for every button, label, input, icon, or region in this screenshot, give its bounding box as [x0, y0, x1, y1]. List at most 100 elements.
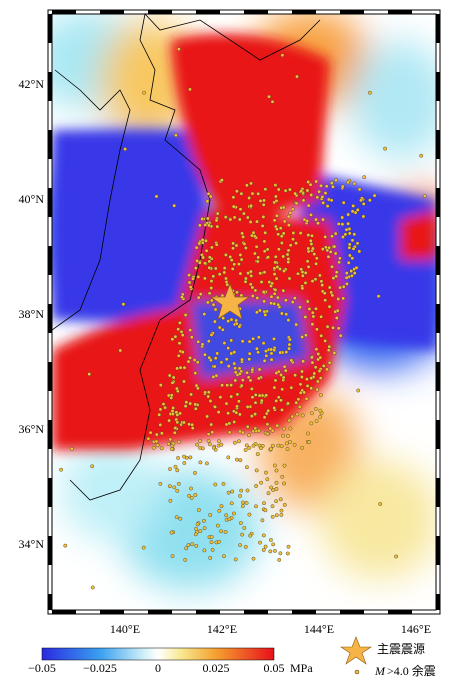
aftershock-dot — [422, 194, 427, 198]
aftershock-dot — [215, 211, 220, 216]
aftershock-dot — [201, 255, 206, 260]
aftershock-dot — [286, 256, 291, 261]
aftershock-dot — [280, 407, 284, 412]
aftershock-dot — [269, 351, 274, 356]
aftershock-dot — [170, 337, 175, 342]
aftershock-dot — [243, 279, 248, 284]
aftershock-dot — [274, 513, 279, 518]
aftershock-dot — [308, 238, 313, 243]
aftershock-dot — [159, 431, 164, 436]
aftershock-dot — [300, 369, 304, 374]
aftershock-dot — [357, 249, 362, 254]
colorbar — [41, 647, 275, 661]
aftershock-dot — [244, 183, 249, 188]
aftershock-dot — [222, 266, 227, 270]
aftershock-dot — [280, 53, 285, 58]
aftershock-dot — [230, 266, 235, 271]
aftershock-dot — [180, 333, 185, 337]
aftershock-dot — [90, 464, 95, 469]
aftershock-dot — [314, 419, 319, 423]
aftershock-dot — [262, 299, 266, 304]
frame-check — [388, 610, 412, 614]
aftershock-dot — [177, 439, 181, 444]
aftershock-dot — [261, 341, 266, 346]
aftershock-dot — [266, 255, 270, 260]
aftershock-dot — [59, 467, 63, 472]
aftershock-dot — [270, 443, 275, 448]
aftershock-dot — [239, 383, 244, 388]
aftershock-dot — [223, 215, 228, 220]
aftershock-dot — [220, 383, 225, 388]
aftershock-dot — [310, 279, 315, 283]
aftershock-dot — [207, 442, 212, 447]
aftershock-dot — [186, 359, 191, 364]
aftershock-dot — [250, 367, 255, 372]
aftershock-dot — [187, 273, 192, 277]
frame-check — [148, 10, 172, 14]
aftershock-dot — [281, 426, 286, 431]
aftershock-dot — [207, 291, 212, 296]
aftershock-dot — [274, 480, 279, 485]
aftershock-dot — [212, 364, 217, 369]
aftershock-dot — [244, 443, 249, 448]
frame-check — [436, 420, 440, 449]
legend-dot — [354, 669, 360, 675]
aftershock-dot — [209, 535, 214, 539]
aftershock-dot — [347, 253, 352, 258]
aftershock-dot — [246, 375, 251, 380]
aftershock-dot — [294, 400, 299, 405]
aftershock-dot — [209, 422, 214, 427]
aftershock-dot — [279, 398, 283, 403]
aftershock-dot — [221, 481, 226, 486]
aftershock-dot — [305, 431, 310, 436]
aftershock-dot — [247, 357, 252, 362]
aftershock-dot — [309, 386, 314, 391]
aftershock-dot — [196, 508, 201, 512]
aftershock-dot — [225, 383, 230, 388]
legend-star — [340, 636, 372, 665]
aftershock-dot — [278, 267, 282, 271]
aftershock-dot — [299, 188, 304, 193]
aftershock-dot — [219, 178, 224, 183]
aftershock-dot — [214, 218, 219, 223]
aftershock-dot — [264, 393, 269, 398]
aftershock-dot — [287, 276, 292, 281]
aftershock-dot — [300, 335, 304, 339]
aftershock-dot — [217, 508, 222, 513]
aftershock-dot — [240, 231, 245, 236]
aftershock-dot — [166, 442, 171, 446]
aftershock-dot — [280, 387, 285, 392]
aftershock-dot — [367, 90, 372, 95]
aftershock-dot — [273, 260, 278, 265]
aftershock-dot — [168, 437, 173, 442]
aftershock-dot — [329, 181, 334, 186]
aftershock-dot — [229, 501, 234, 506]
aftershock-dot — [346, 180, 350, 185]
aftershock-dot — [238, 493, 243, 498]
aftershock-dot — [334, 178, 338, 183]
aftershock-dot — [235, 392, 240, 397]
lon-label: 140°E — [110, 622, 140, 636]
aftershock-dot — [320, 247, 325, 252]
aftershock-dot — [318, 376, 323, 380]
aftershock-dot — [213, 356, 218, 361]
aftershock-dot — [282, 219, 287, 224]
aftershock-dot — [276, 443, 281, 448]
aftershock-dot — [307, 440, 312, 444]
frame-check — [436, 130, 440, 159]
aftershock-dot — [325, 248, 330, 253]
lat-label: 34°N — [19, 537, 45, 551]
aftershock-dot — [186, 543, 191, 547]
aftershock-dot — [281, 254, 286, 259]
aftershock-dot — [197, 260, 202, 265]
frame-check — [292, 10, 316, 14]
aftershock-dot — [211, 374, 216, 379]
aftershock-dot — [196, 274, 201, 279]
aftershock-dot — [223, 252, 228, 257]
aftershock-dot — [378, 502, 383, 506]
aftershock-dot — [224, 513, 229, 518]
aftershock-dot — [183, 404, 188, 408]
frame-check — [48, 130, 52, 159]
aftershock-dot — [282, 269, 286, 273]
aftershock-dot — [207, 265, 212, 270]
